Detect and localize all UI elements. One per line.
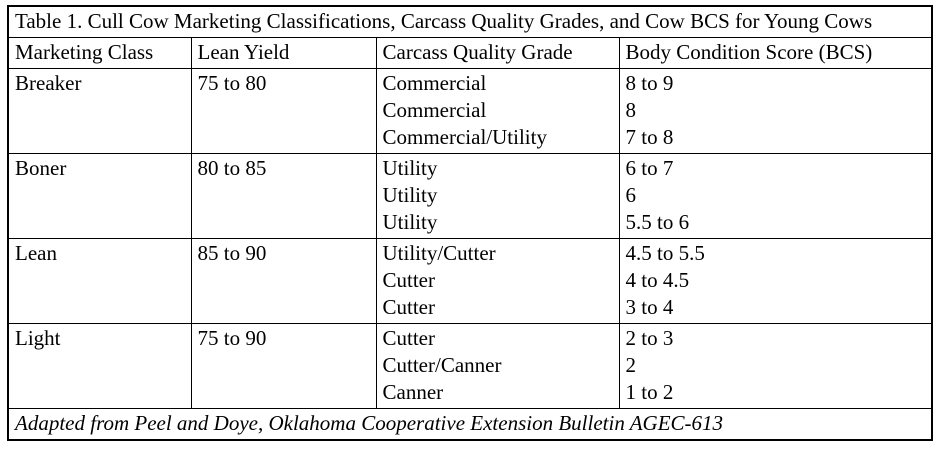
footer-row: Adapted from Peel and Doye, Oklahoma Coo… [7, 408, 933, 441]
marketing-class-cell: Light [7, 323, 192, 409]
bcs-line: 4 to 4.5 [625, 268, 690, 292]
quality-grade-cell: Utility/Cutter Cutter Cutter [375, 238, 620, 324]
quality-grade-cell: Commercial Commercial Commercial/Utility [375, 68, 620, 154]
bcs-line: 6 [625, 183, 637, 207]
column-header-marketing-class: Marketing Class [7, 37, 192, 69]
table-row: Light 75 to 90 Cutter Cutter/Canner Cann… [7, 323, 933, 409]
quality-grade-line: Cutter [382, 326, 436, 350]
bcs-line: 2 [625, 353, 637, 377]
cull-cow-table: Table 1. Cull Cow Marketing Classificati… [7, 5, 934, 441]
quality-grade-line: Canner [382, 380, 444, 404]
marketing-class-cell: Boner [7, 153, 192, 239]
table-title: Table 1. Cull Cow Marketing Classificati… [7, 5, 933, 38]
quality-grade-line: Cutter [382, 268, 436, 292]
quality-grade-line: Utility [382, 156, 438, 180]
column-header-lean-yield: Lean Yield [190, 37, 377, 69]
bcs-cell: 6 to 7 6 5.5 to 6 [618, 153, 933, 239]
quality-grade-line: Cutter/Canner [382, 353, 502, 377]
bcs-line: 7 to 8 [625, 125, 674, 149]
lean-yield-cell: 75 to 90 [190, 323, 377, 409]
header-row: Marketing Class Lean Yield Carcass Quali… [7, 37, 933, 69]
title-row: Table 1. Cull Cow Marketing Classificati… [7, 5, 933, 38]
column-header-carcass-quality-grade: Carcass Quality Grade [375, 37, 620, 69]
lean-yield-cell: 80 to 85 [190, 153, 377, 239]
table-row: Boner 80 to 85 Utility Utility Utility 6… [7, 153, 933, 239]
bcs-line: 8 to 9 [625, 71, 674, 95]
lean-yield-cell: 85 to 90 [190, 238, 377, 324]
quality-grade-line: Cutter [382, 295, 436, 319]
bcs-line: 6 to 7 [625, 156, 674, 180]
table-source-note: Adapted from Peel and Doye, Oklahoma Coo… [7, 408, 933, 441]
bcs-line: 2 to 3 [625, 326, 674, 350]
bcs-line: 5.5 to 6 [625, 210, 690, 234]
quality-grade-line: Commercial [382, 98, 487, 122]
bcs-cell: 8 to 9 8 7 to 8 [618, 68, 933, 154]
bcs-cell: 2 to 3 2 1 to 2 [618, 323, 933, 409]
quality-grade-cell: Utility Utility Utility [375, 153, 620, 239]
column-header-bcs: Body Condition Score (BCS) [618, 37, 933, 69]
marketing-class-cell: Lean [7, 238, 192, 324]
bcs-cell: 4.5 to 5.5 4 to 4.5 3 to 4 [618, 238, 933, 324]
quality-grade-line: Commercial [382, 71, 487, 95]
table-row: Breaker 75 to 80 Commercial Commercial C… [7, 68, 933, 154]
bcs-line: 1 to 2 [625, 380, 674, 404]
bcs-line: 3 to 4 [625, 295, 674, 319]
marketing-class-cell: Breaker [7, 68, 192, 154]
quality-grade-line: Utility [382, 183, 438, 207]
quality-grade-cell: Cutter Cutter/Canner Canner [375, 323, 620, 409]
quality-grade-line: Commercial/Utility [382, 125, 547, 149]
bcs-line: 4.5 to 5.5 [625, 241, 705, 265]
quality-grade-line: Utility/Cutter [382, 241, 496, 265]
bcs-line: 8 [625, 98, 637, 122]
table-row: Lean 85 to 90 Utility/Cutter Cutter Cutt… [7, 238, 933, 324]
quality-grade-line: Utility [382, 210, 438, 234]
lean-yield-cell: 75 to 80 [190, 68, 377, 154]
